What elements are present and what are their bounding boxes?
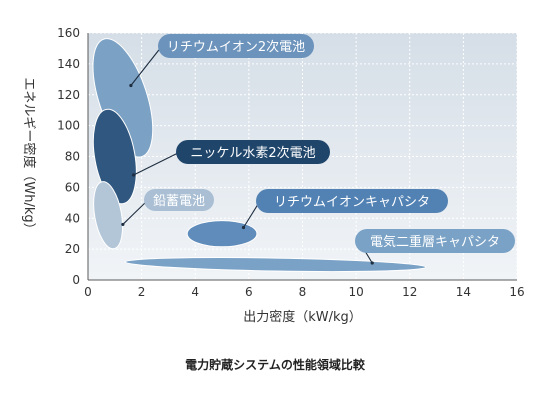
x-tick-label: 10 <box>348 285 363 299</box>
series-pointer-dot <box>241 225 246 230</box>
series-pointer-line <box>133 151 181 176</box>
series-pointer-dot <box>370 261 374 265</box>
series-pointer-dot <box>129 83 133 88</box>
series-label: リチウムイオン2次電池 <box>167 39 305 55</box>
series-label: リチウムイオンキャパシタ <box>274 195 430 210</box>
series-label-bg <box>144 189 214 211</box>
y-tick-label: 80 <box>65 150 80 164</box>
y-tick-label: 160 <box>57 26 80 40</box>
series-label-bg <box>355 229 515 253</box>
region-ellipse-0 <box>92 38 154 158</box>
y-axis-title: エネルギー密度（Wh/kg） <box>21 77 37 235</box>
x-tick-label: 12 <box>402 285 417 299</box>
region-ellipse-3 <box>186 220 258 248</box>
x-tick-label: 4 <box>191 285 199 299</box>
x-tick-label: 16 <box>509 285 524 299</box>
region-ellipse-1 <box>92 108 137 205</box>
y-tick-label: 40 <box>65 211 80 225</box>
series-label: 鉛蓄電池 <box>153 194 205 209</box>
x-tick-label: 0 <box>84 285 92 299</box>
region-ellipse-4 <box>125 257 427 273</box>
series-label: ニッケル水素2次電池 <box>190 145 315 161</box>
y-tick-label: 0 <box>72 273 80 287</box>
series-pointer-dot <box>121 222 125 227</box>
x-tick-label: 6 <box>245 285 253 299</box>
y-tick-label: 20 <box>65 242 80 256</box>
y-tick-label: 120 <box>57 88 80 102</box>
region-ellipse-2 <box>93 181 124 250</box>
chart-caption: 電力貯蔵システムの性能領域比較 <box>185 358 365 372</box>
x-tick-label: 8 <box>299 285 307 299</box>
series-label-bg <box>176 140 330 164</box>
series-pointer-line <box>130 45 163 86</box>
series-pointer-dot <box>131 173 136 177</box>
series-label: 電気二重層キャパシタ <box>370 234 500 250</box>
series-label-bg <box>158 34 314 58</box>
series-label-bg <box>256 189 448 213</box>
y-tick-label: 140 <box>57 57 80 71</box>
x-axis-title: 出力密度（kW/kg） <box>243 309 362 325</box>
y-tick-label: 60 <box>65 180 80 194</box>
x-tick-label: 2 <box>138 285 146 299</box>
y-tick-label: 100 <box>57 119 80 133</box>
x-tick-label: 14 <box>456 285 471 299</box>
series-pointer-line <box>122 199 149 225</box>
